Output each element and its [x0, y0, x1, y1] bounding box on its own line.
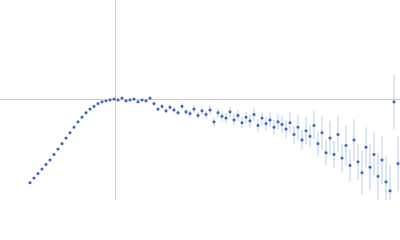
- data-point: [96, 102, 100, 106]
- data-point: [140, 98, 144, 102]
- data-point: [344, 143, 348, 147]
- data-point: [104, 99, 108, 103]
- data-point: [360, 171, 364, 175]
- data-point: [388, 189, 392, 193]
- data-point: [316, 142, 320, 146]
- data-point: [200, 109, 204, 113]
- data-point: [76, 120, 80, 124]
- data-point: [160, 104, 164, 108]
- data-point: [168, 105, 172, 109]
- data-point: [244, 115, 248, 119]
- data-point: [120, 96, 124, 100]
- data-point: [300, 138, 304, 142]
- data-point: [276, 120, 280, 124]
- data-point: [208, 108, 212, 112]
- data-point: [36, 172, 40, 176]
- data-point: [228, 110, 232, 114]
- data-point: [32, 176, 36, 180]
- data-point: [124, 99, 128, 103]
- data-point: [84, 111, 88, 115]
- data-point: [356, 160, 360, 164]
- data-point: [328, 136, 332, 140]
- data-point: [364, 145, 368, 149]
- data-point: [220, 114, 224, 118]
- data-point: [292, 133, 296, 137]
- data-point: [348, 163, 352, 167]
- data-point: [132, 97, 136, 101]
- data-point: [284, 127, 288, 131]
- data-point: [80, 115, 84, 119]
- data-point: [380, 158, 384, 162]
- data-point: [396, 162, 400, 166]
- data-point: [112, 97, 116, 101]
- data-point: [336, 133, 340, 137]
- data-point: [288, 121, 292, 125]
- data-point: [180, 104, 184, 108]
- data-point: [332, 153, 336, 157]
- data-point: [52, 153, 56, 157]
- data-point: [144, 99, 148, 103]
- data-point: [340, 156, 344, 160]
- data-point: [376, 174, 380, 178]
- data-point: [268, 118, 272, 122]
- data-point: [40, 167, 44, 171]
- data-point: [188, 112, 192, 116]
- chart: [0, 0, 400, 200]
- data-point: [240, 121, 244, 125]
- data-point: [256, 123, 260, 127]
- data-point: [100, 100, 104, 104]
- data-point: [280, 123, 284, 127]
- data-point: [164, 109, 168, 113]
- data-point: [324, 151, 328, 155]
- data-point: [296, 125, 300, 129]
- page: {"chart_data": {"type": "scatter", "xlim…: [0, 0, 400, 200]
- data-point: [232, 118, 236, 122]
- data-point: [260, 116, 264, 120]
- data-point: [264, 122, 268, 126]
- data-point: [184, 110, 188, 114]
- data-point: [352, 138, 356, 142]
- data-point: [392, 100, 396, 104]
- data-point: [64, 136, 68, 140]
- data-point: [116, 98, 120, 102]
- data-point: [212, 120, 216, 124]
- data-point: [384, 180, 388, 184]
- data-point: [48, 158, 52, 162]
- data-point: [72, 125, 76, 129]
- data-point: [252, 113, 256, 117]
- data-point: [108, 98, 112, 102]
- data-point: [156, 107, 160, 111]
- data-point: [44, 163, 48, 167]
- data-point: [60, 142, 64, 146]
- data-point: [176, 111, 180, 115]
- data-point: [152, 102, 156, 106]
- data-point: [216, 111, 220, 115]
- data-point: [312, 123, 316, 127]
- data-point: [224, 116, 228, 120]
- data-point: [68, 131, 72, 135]
- data-point: [136, 100, 140, 104]
- data-point: [56, 147, 60, 151]
- data-point: [204, 113, 208, 117]
- data-point: [272, 125, 276, 129]
- data-point: [236, 113, 240, 117]
- data-point: [308, 134, 312, 138]
- data-point: [248, 119, 252, 123]
- data-point: [172, 108, 176, 112]
- data-point: [372, 153, 376, 157]
- data-point: [28, 181, 32, 185]
- data-point: [196, 113, 200, 117]
- data-point: [148, 96, 152, 100]
- data-point: [304, 129, 308, 133]
- data-point: [320, 131, 324, 135]
- data-point: [92, 104, 96, 108]
- data-point: [368, 165, 372, 169]
- data-point: [128, 98, 132, 102]
- data-point: [88, 107, 92, 111]
- data-point: [192, 107, 196, 111]
